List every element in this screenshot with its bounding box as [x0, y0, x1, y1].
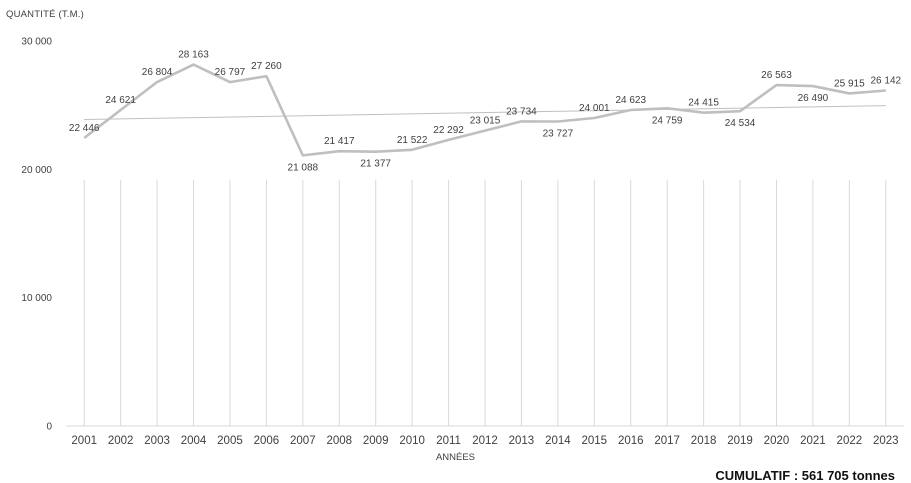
data-label: 21 088 [288, 162, 319, 173]
data-label: 27 260 [251, 61, 282, 72]
data-label: 26 563 [761, 70, 792, 81]
x-tick-label: 2021 [800, 435, 826, 447]
data-label: 26 142 [870, 76, 901, 87]
x-tick-label: 2018 [691, 435, 717, 447]
data-label: 23 734 [506, 106, 537, 117]
data-label: 22 292 [433, 125, 464, 136]
data-label: 26 797 [215, 67, 246, 78]
x-tick-label: 2011 [436, 435, 461, 447]
x-tick-label: 2010 [399, 435, 425, 447]
x-tick-label: 2012 [472, 435, 498, 447]
data-label: 21 522 [397, 135, 428, 146]
x-axis-title: ANNÉES [435, 452, 476, 463]
x-tick-label: 2006 [254, 435, 280, 447]
data-label: 21 417 [324, 136, 355, 147]
cumulative-total: CUMULATIF : 561 705 tonnes [715, 468, 895, 483]
data-label: 24 534 [725, 118, 756, 129]
y-axis-ticks: 0 10 000 20 000 30 000 [21, 37, 52, 433]
x-tick-label: 2023 [873, 435, 899, 447]
y-tick-label: 30 000 [21, 37, 52, 48]
data-labels: 22 446 24 621 26 804 28 163 26 797 27 260 21 0… [69, 50, 902, 174]
x-tick-label: 2001 [71, 435, 97, 447]
x-tick-label: 2022 [837, 435, 863, 447]
x-tick-label: 2014 [545, 435, 571, 447]
data-label: 24 415 [688, 98, 719, 109]
data-label: 28 163 [178, 50, 209, 61]
data-label: 23 015 [470, 116, 501, 127]
data-label: 21 377 [360, 159, 391, 170]
data-label: 26 804 [142, 67, 173, 78]
data-label: 24 759 [652, 115, 683, 126]
vertical-gridlines [83, 179, 887, 426]
x-tick-label: 2008 [326, 435, 352, 447]
x-tick-label: 2020 [764, 435, 790, 447]
x-tick-label: 2016 [618, 435, 644, 447]
x-tick-label: 2002 [108, 435, 134, 447]
data-label: 23 727 [543, 129, 574, 140]
x-axis-ticks: 2001 2002 2003 2004 2005 2006 2007 2008 2009 2010… [71, 435, 898, 447]
y-tick-label: 10 000 [21, 293, 52, 304]
trendline [84, 105, 886, 121]
x-tick-label: 2004 [181, 435, 207, 447]
data-label: 24 001 [579, 103, 610, 114]
x-tick-label: 2007 [290, 435, 316, 447]
data-label: 24 623 [615, 95, 646, 106]
x-tick-label: 2013 [509, 435, 535, 447]
series-line [83, 63, 886, 157]
x-tick-label: 2019 [727, 435, 753, 447]
x-tick-label: 2009 [363, 435, 389, 447]
x-tick-label: 2005 [217, 435, 243, 447]
y-axis-title: QUANTITÉ (T.M.) [6, 9, 84, 20]
data-label: 22 446 [69, 123, 100, 134]
y-tick-label: 0 [46, 422, 52, 433]
data-label: 24 621 [105, 95, 136, 106]
x-tick-label: 2015 [582, 435, 608, 447]
x-tick-label: 2003 [144, 435, 170, 447]
data-label: 25 915 [834, 78, 865, 89]
y-tick-label: 20 000 [21, 165, 52, 176]
data-label: 26 490 [798, 93, 829, 104]
x-tick-label: 2017 [654, 435, 680, 447]
